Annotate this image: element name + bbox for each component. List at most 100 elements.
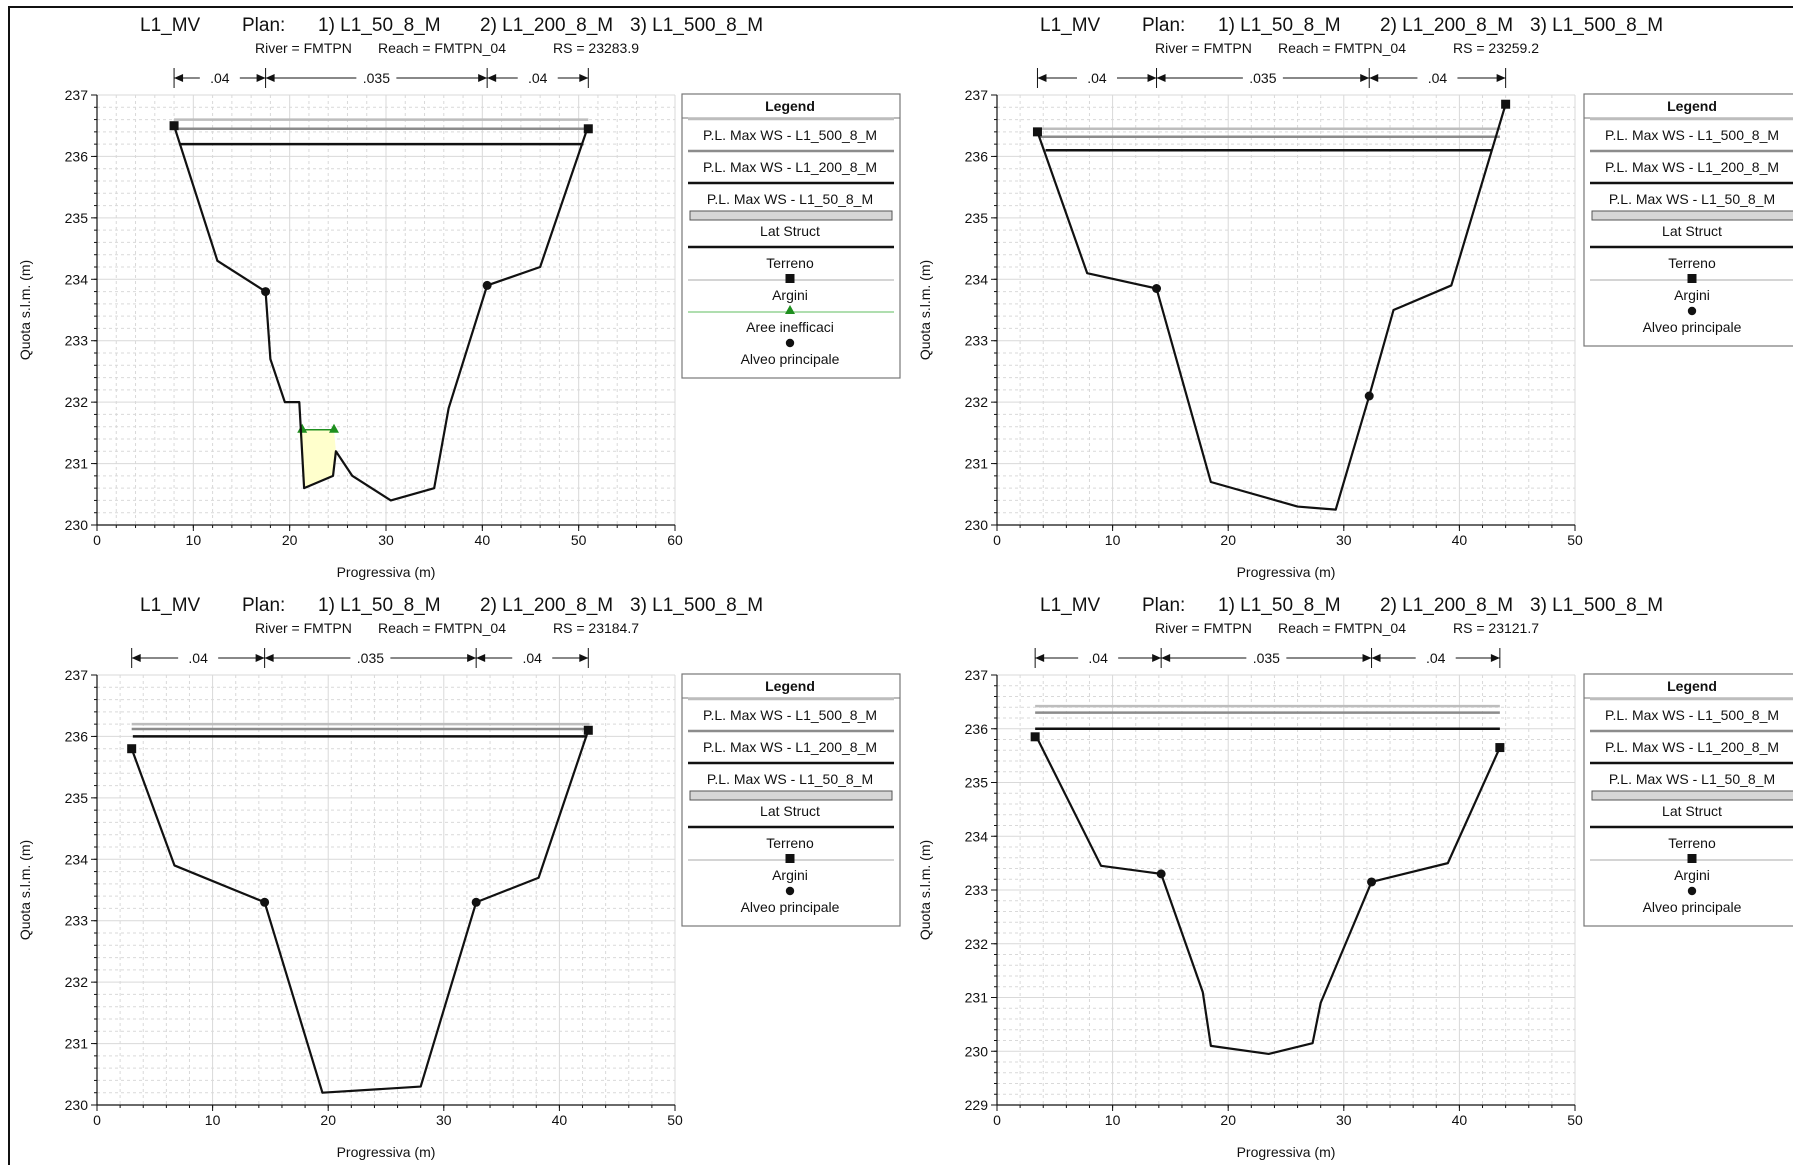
header-reach: Reach = FMTPN_04 bbox=[1278, 40, 1406, 56]
x-tick-label: 30 bbox=[1336, 532, 1352, 548]
header-reach: Reach = FMTPN_04 bbox=[378, 40, 506, 56]
bank-station-marker bbox=[1367, 877, 1377, 887]
x-tick-label: 40 bbox=[475, 532, 491, 548]
bank-station-marker bbox=[482, 280, 492, 290]
mannings-arrowhead-left bbox=[1161, 654, 1171, 662]
legend-symbol-bank bbox=[785, 338, 795, 348]
y-tick-label: 229 bbox=[965, 1097, 989, 1113]
header-plan-label: Plan: bbox=[1142, 595, 1185, 616]
mannings-arrowhead-right bbox=[1152, 654, 1162, 662]
levee-marker bbox=[583, 124, 593, 134]
legend-symbol-lat-struct bbox=[1591, 210, 1793, 221]
mannings-n-bar: .04 .035 .04 bbox=[1036, 68, 1507, 88]
x-tick-label: 50 bbox=[1567, 1112, 1583, 1128]
y-tick-label: 230 bbox=[965, 1043, 989, 1059]
y-tick-label: 233 bbox=[965, 882, 989, 898]
mannings-arrowhead-left bbox=[1369, 74, 1379, 82]
x-tick-label: 40 bbox=[1452, 532, 1468, 548]
terrain-line bbox=[130, 729, 590, 1094]
legend-item-label: Aree inefficaci bbox=[746, 319, 834, 335]
y-tick-label: 235 bbox=[965, 210, 989, 226]
x-tick-label: 10 bbox=[186, 532, 202, 548]
mannings-arrowhead-left bbox=[174, 74, 184, 82]
y-tick-label: 231 bbox=[65, 456, 89, 472]
x-tick-label: 40 bbox=[552, 1112, 568, 1128]
header-river: River = FMTPN bbox=[1155, 40, 1252, 56]
legend-symbol-ineffective bbox=[785, 305, 795, 314]
x-tick-label: 60 bbox=[667, 532, 683, 548]
mannings-arrowhead-left bbox=[1156, 74, 1166, 82]
y-tick-label: 232 bbox=[65, 974, 89, 990]
legend-item-label: P.L. Max WS - L1_50_8_M bbox=[707, 191, 873, 207]
mannings-arrowhead-left bbox=[1035, 654, 1045, 662]
header-rs: RS = 23283.9 bbox=[553, 40, 639, 56]
x-tick-label: 10 bbox=[1105, 1112, 1121, 1128]
header-project: L1_MV bbox=[140, 595, 201, 616]
mannings-n-label: .04 bbox=[528, 70, 548, 86]
y-tick-label: 236 bbox=[65, 728, 89, 744]
header-rs: RS = 23121.7 bbox=[1453, 620, 1539, 636]
y-tick-label: 231 bbox=[65, 1036, 89, 1052]
legend-symbol-levee bbox=[1687, 274, 1697, 283]
x-tick-label: 20 bbox=[1220, 1112, 1236, 1128]
mannings-n-label: .035 bbox=[357, 650, 384, 666]
x-tick-label: 0 bbox=[993, 1112, 1001, 1128]
legend-symbol-bank bbox=[1687, 306, 1697, 316]
mannings-arrowhead-left bbox=[476, 654, 486, 662]
legend-item-label: P.L. Max WS - L1_50_8_M bbox=[707, 771, 873, 787]
mannings-arrowhead-right bbox=[255, 654, 265, 662]
ineffective-area-marker bbox=[297, 423, 308, 433]
header-plan: 3) L1_500_8_M bbox=[1530, 595, 1663, 616]
header-project: L1_MV bbox=[140, 15, 201, 36]
legend-item-label: P.L. Max WS - L1_50_8_M bbox=[1609, 771, 1775, 787]
legend-item-label: Lat Struct bbox=[760, 223, 820, 239]
bank-station-marker bbox=[261, 287, 271, 297]
y-tick-label: 230 bbox=[65, 517, 89, 533]
mannings-n-label: .035 bbox=[363, 70, 390, 86]
y-tick-label: 231 bbox=[965, 990, 989, 1006]
y-axis-label: Quota s.l.m. (m) bbox=[17, 840, 33, 940]
legend-title: Legend bbox=[765, 678, 815, 694]
bank-station-marker bbox=[1364, 391, 1374, 401]
x-tick-label: 10 bbox=[205, 1112, 221, 1128]
y-tick-label: 234 bbox=[965, 828, 989, 844]
x-tick-label: 50 bbox=[667, 1112, 683, 1128]
y-tick-label: 234 bbox=[65, 851, 89, 867]
y-tick-label: 233 bbox=[65, 913, 89, 929]
x-axis-label: Progressiva (m) bbox=[1237, 564, 1336, 580]
legend-item-label: Alveo principale bbox=[741, 899, 840, 915]
header-plan-label: Plan: bbox=[242, 595, 285, 616]
x-axis-label: Progressiva (m) bbox=[337, 564, 436, 580]
legend-item-label: Alveo principale bbox=[1643, 319, 1742, 335]
levee-marker bbox=[583, 725, 593, 735]
x-tick-label: 50 bbox=[1567, 532, 1583, 548]
mannings-arrowhead-right bbox=[1147, 74, 1157, 82]
x-tick-label: 20 bbox=[282, 532, 298, 548]
legend-item-label: P.L. Max WS - L1_200_8_M bbox=[1605, 739, 1779, 755]
legend-item-label: P.L. Max WS - L1_500_8_M bbox=[703, 707, 877, 723]
legend-item-label: P.L. Max WS - L1_50_8_M bbox=[1609, 191, 1775, 207]
header-project: L1_MV bbox=[1040, 595, 1101, 616]
header-river: River = FMTPN bbox=[1155, 620, 1252, 636]
ineffective-area-marker bbox=[328, 423, 339, 433]
y-tick-label: 236 bbox=[65, 148, 89, 164]
mannings-arrowhead-right bbox=[1496, 74, 1506, 82]
bank-station-marker bbox=[260, 897, 270, 907]
header-river: River = FMTPN bbox=[255, 620, 352, 636]
legend-box bbox=[681, 93, 901, 379]
bank-station-marker bbox=[471, 897, 481, 907]
y-axis-label: Quota s.l.m. (m) bbox=[917, 260, 933, 360]
cross-section-panel: L1_MV Plan: 1) L1_50_8_M 2) L1_200_8_M 3) L1… bbox=[17, 595, 901, 1160]
x-tick-label: 20 bbox=[1220, 532, 1236, 548]
y-axis-label: Quota s.l.m. (m) bbox=[17, 260, 33, 360]
x-tick-label: 30 bbox=[1336, 1112, 1352, 1128]
mannings-n-label: .04 bbox=[1426, 650, 1446, 666]
legend-symbol-levee bbox=[785, 854, 795, 863]
mannings-arrowhead-right bbox=[1362, 654, 1372, 662]
y-tick-label: 232 bbox=[65, 394, 89, 410]
header-plan: 3) L1_500_8_M bbox=[630, 595, 763, 616]
x-tick-label: 40 bbox=[1452, 1112, 1468, 1128]
terrain-line bbox=[1036, 103, 1507, 511]
header-rs: RS = 23259.2 bbox=[1453, 40, 1539, 56]
header-plan: 2) L1_200_8_M bbox=[480, 15, 613, 36]
